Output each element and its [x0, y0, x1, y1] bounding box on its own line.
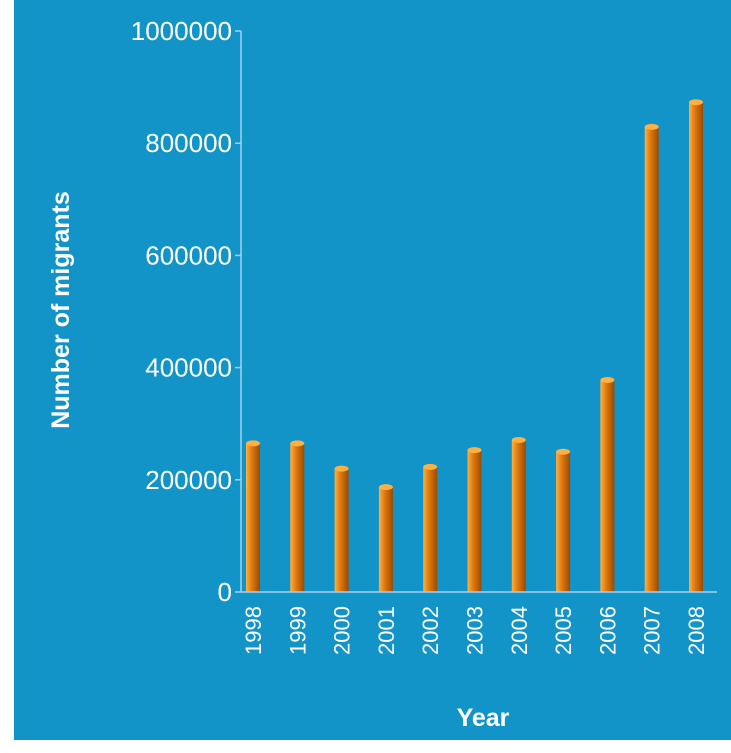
bar-cap-1999 [290, 440, 305, 447]
y-tick-label: 600000 [145, 240, 232, 270]
x-tick-label: 2006 [595, 606, 620, 655]
bar-2000 [334, 468, 349, 592]
bar-cap-2006 [600, 376, 615, 383]
y-tick-label: 400000 [145, 353, 232, 383]
bar-cap-2008 [689, 99, 703, 106]
bar-2001 [378, 487, 393, 592]
x-tick-label: 2004 [507, 606, 532, 655]
bar-2008 [689, 102, 703, 592]
bar-cap-2001 [378, 484, 393, 491]
x-tick-label: 1998 [241, 606, 266, 655]
x-tick-label: 2005 [551, 606, 576, 655]
bar-2004 [511, 439, 526, 592]
x-axis-title: Year [457, 704, 510, 732]
y-tick-label: 200000 [145, 465, 232, 495]
bar-cap-2007 [644, 123, 659, 130]
x-axis-ticks: 1998 1999 2000 2001 2002 2003 2004 2005 2006 2007… [241, 606, 709, 655]
bar-cap-2003 [467, 447, 482, 454]
bar-1999 [290, 443, 305, 592]
bar-1998 [246, 443, 260, 592]
y-tick-label: 1000000 [131, 16, 232, 46]
y-tick-label: 800000 [145, 128, 232, 158]
y-axis-ticks: 0 200000 400000 600000 800000 1000000 [131, 16, 241, 607]
bar-2002 [423, 466, 438, 592]
bar-2003 [467, 450, 482, 592]
bar-2006 [600, 379, 615, 592]
bar-cap-2004 [511, 436, 526, 443]
x-tick-label: 2007 [640, 606, 665, 655]
y-tick-label: 0 [218, 577, 232, 607]
chart-background [14, 0, 731, 740]
chart-container: 0 200000 400000 600000 800000 1000000 1998 199… [14, 0, 731, 740]
x-tick-label: 2000 [330, 606, 355, 655]
bar-cap-1998 [246, 440, 260, 447]
bar-2005 [556, 451, 571, 592]
x-tick-label: 2008 [684, 606, 709, 655]
x-tick-label: 2002 [418, 606, 443, 655]
x-tick-label: 2001 [374, 606, 399, 655]
bar-2007 [644, 126, 659, 592]
bar-cap-2002 [423, 463, 438, 470]
x-tick-label: 2003 [463, 606, 488, 655]
x-tick-label: 1999 [285, 606, 310, 655]
y-axis-title: Number of migrants [47, 191, 75, 429]
bar-cap-2005 [556, 448, 571, 455]
bars [246, 99, 703, 592]
bar-cap-2000 [334, 465, 349, 472]
